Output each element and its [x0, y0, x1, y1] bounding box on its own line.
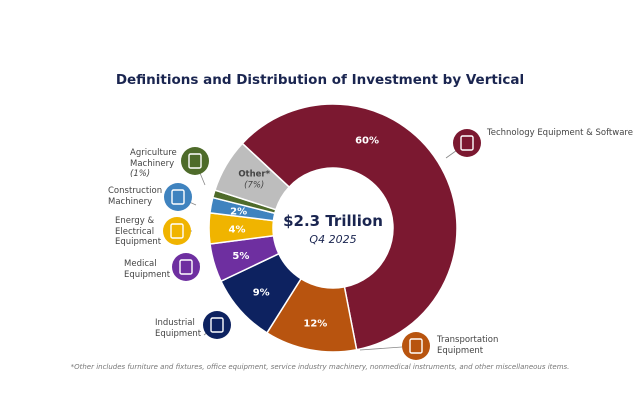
label-other: Other*	[238, 169, 270, 179]
silo-icon	[181, 147, 209, 175]
caduceus-icon	[172, 253, 200, 281]
label-technology-equipment-software: 60%	[355, 135, 379, 146]
legend-industrial: Industrial Equipment	[155, 318, 202, 339]
legend-energy: Energy & Electrical Equipment	[115, 216, 162, 247]
slice-technology-equipment-software	[241, 103, 458, 351]
truck-icon	[402, 332, 430, 360]
tools-icon	[164, 183, 192, 211]
factory-icon	[203, 311, 231, 339]
label-construction-machinery: 2%	[230, 206, 247, 217]
label-industrial-equipment: 9%	[253, 288, 270, 299]
lightning-icon	[163, 217, 191, 245]
label-transportation-equipment: 12%	[303, 318, 327, 329]
chart-title: Definitions and Distribution of Investme…	[115, 72, 525, 88]
legend-construction: Construction Machinery	[108, 186, 163, 207]
label-medical-equipment: 5%	[232, 251, 249, 262]
agriculture-pct: (1%)	[130, 169, 151, 179]
center-period: Q4 2025	[309, 233, 356, 246]
label-other-pct: (7%)	[244, 180, 264, 190]
slice-other	[213, 142, 291, 211]
agriculture-name: Agriculture Machinery	[130, 148, 177, 169]
tablet-gears-icon	[453, 129, 481, 157]
footnote: *Other includes furniture and fixtures, …	[70, 363, 570, 371]
legend-agriculture: Agriculture Machinery (1%)	[130, 148, 180, 180]
center-total: $2.3 Trillion	[283, 212, 383, 230]
legend-technology: Technology Equipment & Software	[487, 128, 633, 138]
legend-medical: Medical Equipment	[124, 259, 171, 280]
legend-transportation: Transportation Equipment	[437, 335, 499, 356]
label-energy-electrical-equipment: 4%	[229, 224, 246, 235]
